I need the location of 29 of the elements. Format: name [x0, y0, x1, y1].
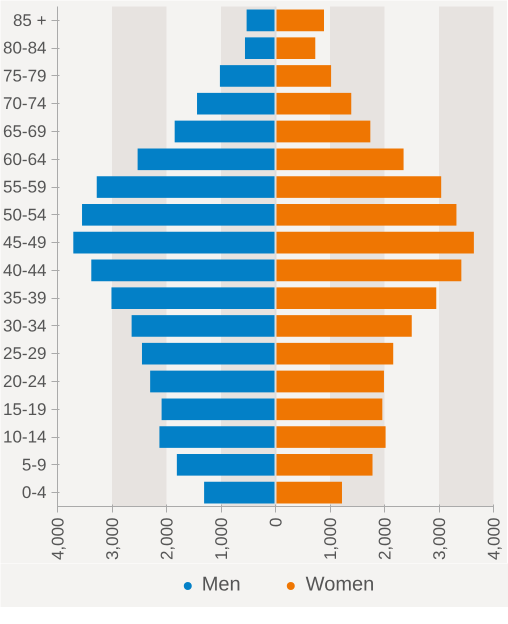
- x-tick-label: 4,000: [48, 517, 68, 560]
- y-tick-label: 25-29: [3, 344, 47, 364]
- y-tick-label: 5-9: [22, 455, 47, 474]
- y-tick-label: 65-69: [3, 122, 47, 141]
- y-tick-label: 45-49: [3, 233, 47, 252]
- y-tick-label: 55-59: [3, 178, 47, 197]
- x-tick-label: 2,000: [376, 517, 394, 560]
- x-tick-label: 4,000: [484, 517, 504, 560]
- y-tick-label: 40-44: [3, 260, 47, 280]
- y-tick-label: 20-24: [3, 372, 47, 391]
- y-tick-label: 10-14: [3, 428, 47, 447]
- x-tick-label: 3,000: [103, 517, 122, 560]
- x-tick-label: 1,000: [212, 517, 231, 560]
- x-tick-label: 1,000: [321, 517, 340, 560]
- y-tick-label: 30-34: [3, 316, 47, 336]
- legend-label: Men: [202, 574, 241, 596]
- y-tick-label: 85 +: [12, 10, 47, 30]
- x-tick-label: 0: [266, 517, 286, 527]
- x-tick-label: 2,000: [158, 517, 176, 560]
- y-tick-label: 70-74: [3, 94, 47, 114]
- legend-label: Women: [306, 574, 374, 596]
- y-tick-label: 50-54: [3, 205, 47, 224]
- y-tick-label: 15-19: [3, 400, 47, 419]
- y-tick-label: 60-64: [3, 150, 47, 169]
- y-tick-label: 35-39: [3, 288, 47, 308]
- y-tick-label: 75-79: [3, 66, 47, 86]
- x-tick-label: 3,000: [430, 517, 449, 560]
- y-tick-label: 0-4: [22, 483, 47, 502]
- y-tick-label: 80-84: [3, 38, 47, 58]
